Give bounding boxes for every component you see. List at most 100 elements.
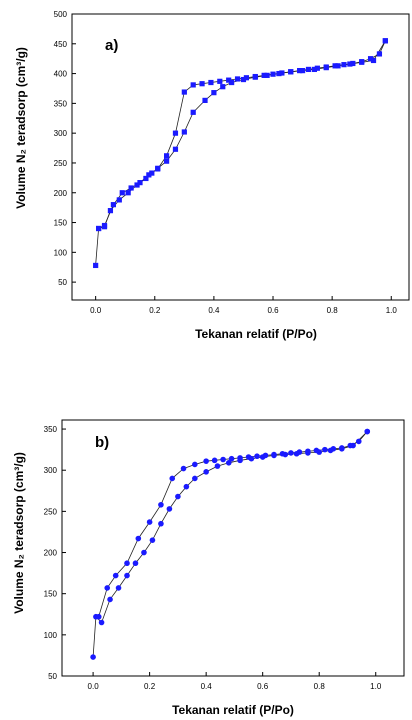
panel-label-b: b) [95, 434, 109, 451]
x-tick-label: 0.4 [201, 682, 213, 691]
data-point [116, 197, 122, 203]
y-tick-label: 100 [54, 248, 68, 257]
data-point [190, 82, 196, 88]
data-point [228, 455, 235, 462]
data-point [240, 76, 247, 83]
data-point [107, 596, 113, 603]
data-point [262, 452, 269, 459]
data-point [163, 153, 170, 159]
data-point [203, 458, 209, 464]
data-point [350, 60, 356, 67]
data-point [155, 166, 161, 172]
data-point [158, 501, 164, 508]
data-point [217, 78, 223, 84]
data-point [341, 62, 347, 68]
data-point [211, 457, 218, 464]
y-tick-label: 100 [44, 631, 58, 640]
y-tick-label: 250 [44, 507, 58, 516]
data-point [175, 493, 181, 500]
series-line-desorption [98, 40, 386, 229]
data-point [271, 451, 277, 458]
data-point [252, 73, 258, 80]
data-point [314, 65, 320, 71]
x-tick-label: 0.8 [327, 306, 339, 315]
data-point [158, 520, 164, 527]
data-point [234, 76, 241, 82]
data-point [311, 66, 318, 73]
data-point [208, 79, 214, 86]
data-point [313, 447, 320, 454]
chart-panel-b: b) 50 100 150 200 250 300 350 0.0 0.2 0.4 0.6 0.8 1… [12, 419, 405, 717]
data-point [119, 190, 125, 196]
data-point [190, 109, 196, 115]
y-tick-label: 400 [54, 70, 68, 79]
y-axis-ticks-a: 50 100 150 200 250 300 350 400 450 500 [54, 10, 76, 287]
data-point [172, 130, 179, 136]
data-point [93, 262, 99, 269]
x-tick-label: 0.2 [144, 682, 156, 691]
data-point [220, 456, 226, 463]
data-point [382, 38, 388, 44]
data-point [137, 180, 143, 186]
y-tick-label: 200 [44, 549, 58, 558]
x-axis-ticks-a: 0.0 0.2 0.4 0.6 0.8 1.0 [90, 296, 397, 315]
data-point [135, 535, 142, 542]
x-tick-label: 0.8 [314, 682, 326, 691]
data-point [101, 222, 108, 229]
data-point [225, 460, 232, 466]
data-point [305, 448, 311, 455]
data-point [104, 585, 111, 591]
data-point [339, 445, 345, 451]
data-point [264, 72, 270, 78]
x-tick-label: 1.0 [370, 682, 382, 691]
data-point [163, 158, 170, 164]
x-axis-title-a: Tekanan relatif (P/Po) [195, 327, 317, 341]
data-point [279, 450, 286, 457]
y-axis-title-b: Volume N₂ teradsorp (cm³/g) [12, 452, 26, 614]
data-point [364, 428, 371, 435]
data-point [245, 454, 252, 460]
data-point [288, 450, 294, 456]
data-point [370, 57, 377, 64]
series-line-adsorption [92, 431, 368, 658]
x-axis-title-b: Tekanan relatif (P/Po) [172, 703, 294, 717]
y-axis-ticks-b: 50 100 150 200 250 300 350 [44, 425, 66, 681]
x-tick-label: 0.0 [88, 682, 100, 691]
x-tick-label: 0.4 [208, 306, 220, 315]
data-point [90, 654, 96, 660]
data-point [376, 51, 383, 57]
data-point [359, 59, 365, 65]
plot-frame-b [61, 419, 405, 677]
data-point [124, 572, 130, 579]
data-point [323, 64, 329, 70]
data-point [166, 506, 173, 512]
y-tick-label: 50 [48, 672, 57, 681]
data-points-a [93, 38, 388, 269]
series-line-adsorption [95, 40, 386, 266]
data-point [229, 79, 235, 86]
data-point [367, 56, 374, 62]
data-point [203, 469, 209, 475]
y-tick-label: 150 [44, 590, 58, 599]
x-tick-label: 0.2 [149, 306, 161, 315]
data-point [330, 446, 337, 452]
data-point [305, 66, 312, 73]
data-point [347, 61, 353, 67]
data-point [169, 475, 176, 482]
data-point [270, 71, 276, 77]
data-point [183, 483, 190, 490]
data-point [296, 449, 303, 455]
data-point [125, 190, 131, 196]
data-point [322, 446, 328, 453]
y-tick-label: 200 [54, 189, 68, 198]
x-tick-label: 1.0 [386, 306, 398, 315]
series-lines-a [95, 40, 386, 266]
data-point [276, 70, 282, 77]
data-point [199, 81, 205, 87]
data-point [202, 97, 208, 103]
data-point [134, 182, 140, 188]
data-point [254, 453, 260, 460]
y-tick-label: 50 [58, 278, 67, 287]
data-point [181, 129, 187, 135]
